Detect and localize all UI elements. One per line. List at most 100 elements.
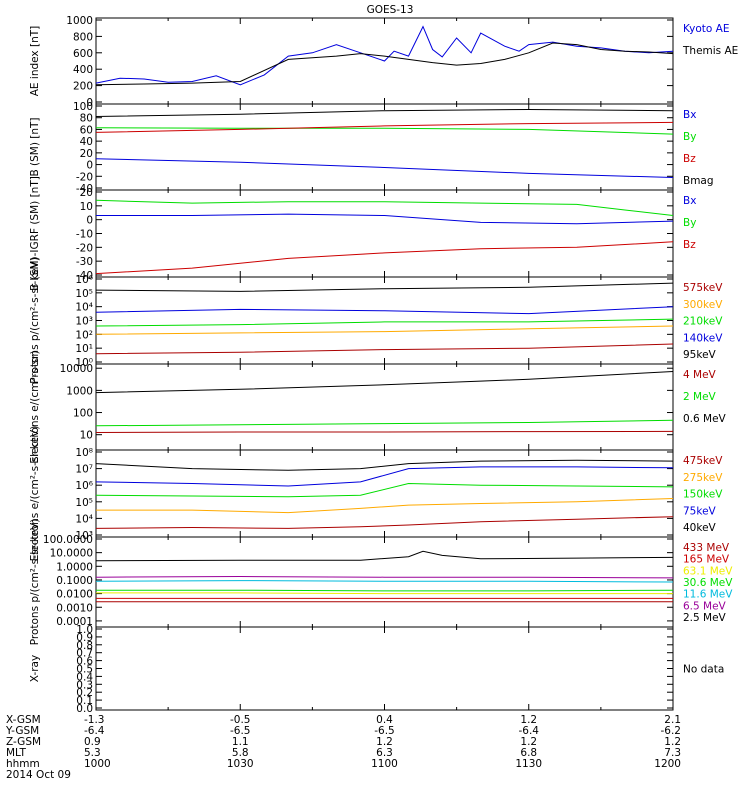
y-tick-label: 10⁰ bbox=[75, 357, 93, 369]
y-tick-label: 0.1 bbox=[76, 695, 93, 707]
legend-entry: Kyoto AE bbox=[683, 23, 729, 35]
legend-entry: 575keV bbox=[683, 282, 723, 294]
y-tick-label: 10.0000 bbox=[50, 548, 93, 560]
legend-entry: 210keV bbox=[683, 316, 723, 328]
legend-entry: Bmag bbox=[683, 175, 714, 187]
y-tick-label: 10⁴ bbox=[75, 513, 93, 525]
x-tick-label: -6.5 bbox=[230, 725, 251, 737]
series-line bbox=[95, 466, 674, 487]
series-line bbox=[96, 589, 674, 592]
legend-entry: 140keV bbox=[683, 332, 723, 344]
y-tick-label: 10 bbox=[80, 201, 93, 213]
series-line bbox=[96, 498, 674, 514]
y-tick-label: 0 bbox=[86, 215, 93, 227]
series-line bbox=[95, 459, 674, 471]
y-tick-label: 0.2 bbox=[76, 687, 93, 699]
legend-entry: 300keV bbox=[683, 299, 723, 311]
x-tick-label: 0.9 bbox=[84, 736, 101, 748]
x-tick-label: -1.3 bbox=[84, 714, 105, 726]
legend-entry: 0.6 MeV bbox=[683, 413, 727, 425]
y-tick-label: 10³ bbox=[75, 530, 93, 542]
y-axis-label: B (SM)-IGRF (SM) [nT] bbox=[29, 176, 41, 291]
y-axis-label: B (SM) [nT] bbox=[29, 117, 41, 176]
y-axis-label: Protons p/(cm²-s-sr-keV) bbox=[29, 519, 41, 646]
y-tick-label: 10⁶ bbox=[75, 480, 93, 492]
legend-entry: 11.6 MeV bbox=[683, 589, 733, 601]
series-line bbox=[95, 343, 674, 355]
x-tick-label: 1.2 bbox=[520, 736, 537, 748]
x-row-label: Y-GSM bbox=[5, 725, 39, 737]
y-tick-label: 0.4 bbox=[76, 671, 93, 683]
panel-frame bbox=[95, 363, 674, 451]
series-line bbox=[95, 42, 674, 86]
y-tick-label: 10⁴ bbox=[75, 302, 93, 314]
x-tick-label: 1.2 bbox=[376, 736, 393, 748]
y-tick-label: 0.0010 bbox=[56, 602, 93, 614]
x-tick-label: 2.1 bbox=[664, 714, 681, 726]
y-tick-label: 0 bbox=[86, 97, 93, 109]
y-tick-label: 100 bbox=[73, 101, 93, 113]
series-line bbox=[95, 121, 674, 133]
x-tick-label: 1200 bbox=[654, 758, 681, 770]
y-tick-label: 1.0000 bbox=[56, 561, 93, 573]
x-tick-label: 1.2 bbox=[520, 714, 537, 726]
series-line bbox=[96, 213, 674, 225]
chart-title: GOES-13 bbox=[367, 4, 414, 16]
x-tick-label: -6.2 bbox=[661, 725, 682, 737]
y-tick-label: 0.5 bbox=[76, 664, 93, 676]
y-tick-label: 600 bbox=[73, 48, 93, 60]
y-axis-label: Protons p/(cm²-s-sr-keV) bbox=[29, 257, 41, 384]
y-tick-label: -40 bbox=[76, 270, 93, 282]
legend-entry: Bz bbox=[683, 239, 696, 251]
y-tick-label: 800 bbox=[73, 31, 93, 43]
y-tick-label: 10⁵ bbox=[75, 288, 93, 300]
y-tick-label: 10² bbox=[75, 329, 93, 341]
y-tick-label: 100 bbox=[73, 408, 93, 420]
legend-entry: 475keV bbox=[683, 455, 723, 467]
y-tick-label: 0.0 bbox=[76, 703, 93, 715]
y-tick-label: 10 bbox=[80, 430, 93, 442]
series-line bbox=[95, 516, 674, 529]
y-tick-label: 10⁷ bbox=[75, 464, 93, 476]
x-tick-label: 0.4 bbox=[376, 714, 393, 726]
y-tick-label: 10⁵ bbox=[75, 497, 93, 509]
x-tick-label: 1100 bbox=[371, 758, 398, 770]
y-tick-label: 40 bbox=[80, 136, 93, 148]
legend-entry: 75keV bbox=[683, 505, 717, 517]
y-tick-label: -20 bbox=[76, 242, 93, 254]
series-line bbox=[95, 306, 674, 315]
x-tick-label: 1.2 bbox=[664, 736, 681, 748]
legend-entry: 433 MeV bbox=[683, 542, 730, 554]
series-line bbox=[95, 158, 674, 178]
series-line bbox=[95, 318, 674, 327]
legend-entry: 150keV bbox=[683, 489, 723, 501]
legend-entry: 30.6 MeV bbox=[683, 577, 733, 589]
x-row-label: X-GSM bbox=[6, 714, 41, 726]
legend-entry: 40keV bbox=[683, 522, 717, 534]
y-tick-label: 1000 bbox=[66, 385, 93, 397]
legend-entry: Themis AE bbox=[682, 45, 738, 57]
series-line bbox=[95, 482, 674, 498]
legend-entry: 63.1 MeV bbox=[683, 565, 733, 577]
y-tick-label: 10000 bbox=[60, 363, 93, 375]
y-axis-label: X-ray bbox=[29, 655, 41, 682]
y-tick-label: 0.3 bbox=[76, 679, 93, 691]
series-line bbox=[95, 108, 674, 117]
legend-entry: Bx bbox=[683, 195, 696, 207]
x-tick-label: 1130 bbox=[515, 758, 542, 770]
series-line bbox=[96, 592, 673, 595]
y-tick-label: 0.1000 bbox=[56, 575, 93, 587]
x-tick-label: 6.8 bbox=[520, 747, 537, 759]
y-tick-label: 0.7 bbox=[76, 648, 93, 660]
series-line bbox=[95, 580, 674, 583]
legend-entry: By bbox=[683, 131, 696, 143]
legend-entry: No data bbox=[683, 664, 724, 676]
x-tick-label: 1030 bbox=[227, 758, 254, 770]
y-tick-label: 0.8 bbox=[76, 640, 93, 652]
legend-entry: By bbox=[683, 217, 696, 229]
series-line bbox=[95, 430, 674, 433]
y-tick-label: 0.9 bbox=[76, 632, 93, 644]
y-tick-label: 100.0000 bbox=[43, 534, 93, 546]
series-line bbox=[95, 371, 674, 394]
y-tick-label: 10⁶ bbox=[75, 274, 93, 286]
